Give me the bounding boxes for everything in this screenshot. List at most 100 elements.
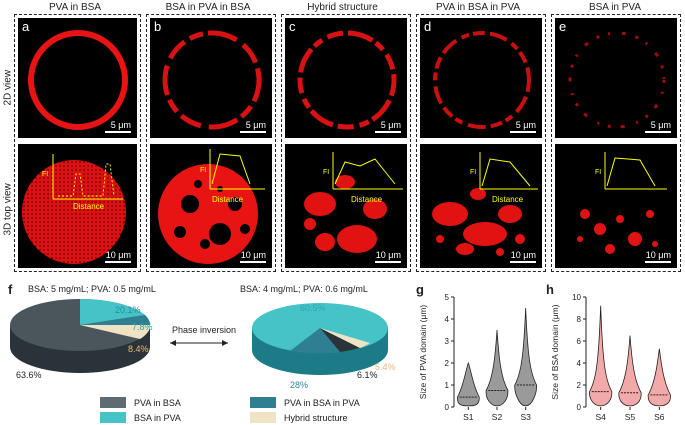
- g-violin-S2: [485, 329, 509, 407]
- ring-image-c: [297, 30, 397, 130]
- h-ytick-label-4: 8: [577, 315, 582, 324]
- droplet-image-e: FI: [577, 152, 667, 254]
- droplet-image-a: FI Distance: [22, 154, 126, 264]
- panel-c: [281, 14, 411, 272]
- scalebar-d-top: 5 μm: [510, 120, 536, 133]
- left-pct-2: 20.1%: [115, 305, 141, 315]
- droplet-image-c: Distance FI: [293, 152, 403, 268]
- left-pie-title: BSA: 5 mg/mL; PVA: 0.5 mg/mL: [28, 284, 156, 294]
- image-e-2d: e 5 μm: [555, 18, 677, 138]
- g-ytick-label-2: 2: [445, 359, 450, 368]
- g-ytick-label-0: 0: [445, 403, 450, 412]
- inset-ylabel-d: FI: [470, 169, 476, 176]
- left-pct-3: 7.8%: [132, 322, 153, 332]
- scalebar-b-top: 5 μm: [240, 120, 266, 133]
- label-b: b: [154, 19, 162, 34]
- col-title-c: Hybrid structure: [307, 2, 378, 13]
- h-xtick-label-S4: S4: [595, 412, 606, 422]
- image-a-3d: FI Distance 10 μm: [18, 144, 137, 268]
- label-a: a: [22, 19, 30, 34]
- scalebar-b-bottom: 10 μm: [240, 250, 266, 263]
- legend-hybrid: Hybrid structure: [250, 412, 348, 423]
- inset-ylabel-a: FI: [42, 171, 48, 178]
- g-xtick-label-S3: S3: [520, 412, 531, 422]
- h-ytick-label-2: 4: [577, 359, 582, 368]
- h-ylabel: Size of BSA domain (μm): [550, 304, 560, 399]
- legend-pva-in-bsa: PVA in BSA: [100, 397, 181, 408]
- g-ytick-label-3: 3: [445, 337, 450, 346]
- right-pct-4: 5.4%: [375, 362, 396, 372]
- left-pct-4: 8.4%: [128, 344, 149, 354]
- col-title-a: PVA in BSA: [48, 2, 102, 13]
- g-xtick-label-S1: S1: [463, 412, 474, 422]
- h-violin-S6: [647, 348, 671, 407]
- col-title-b: BSA in PVA in BSA: [165, 2, 251, 13]
- inset-xlabel-a: Distance: [73, 202, 105, 211]
- panel-a: [14, 14, 141, 272]
- panel-d: [416, 14, 546, 272]
- scalebar-a-top: 5 μm: [105, 120, 131, 133]
- g-ytick-label-4: 4: [445, 315, 450, 324]
- violin-chart-g: 0 1 2 3 4 5 Size of PVA domain (μm) S1 S2 S3: [418, 293, 537, 422]
- label-c: c: [289, 19, 296, 34]
- image-a-2d: a 5 μm: [18, 18, 137, 138]
- g-ytick-label-1: 1: [445, 381, 450, 390]
- label-d: d: [424, 19, 432, 34]
- scalebar-c-top: 5 μm: [375, 120, 401, 133]
- image-d-2d: d 5 μm: [420, 18, 542, 138]
- g-xtick-label-S2: S2: [492, 412, 503, 422]
- legend-pva-bsa-pva: PVA in BSA in PVA: [250, 397, 360, 408]
- droplet-image-b: Distance FI: [158, 149, 265, 264]
- h-ytick-label-1: 2: [577, 381, 582, 390]
- col-title-e: BSA in PVA: [588, 2, 642, 13]
- g-violin-S3: [514, 307, 537, 407]
- panel-label-f: f: [8, 282, 13, 297]
- g-ytick-label-5: 5: [445, 293, 450, 302]
- right-pie-title: BSA: 4 mg/mL; PVA: 0.6 mg/mL: [240, 284, 368, 294]
- inset-xlabel-b: Distance: [212, 195, 244, 204]
- h-violin-S4: [589, 305, 613, 407]
- scalebar-c-bottom: 10 μm: [375, 250, 401, 263]
- inset-xlabel-c: Distance: [351, 195, 383, 204]
- right-pct-3: 6.1%: [357, 370, 378, 380]
- image-c-2d: c 5 μm: [285, 18, 407, 138]
- inset-ylabel-e: FI: [595, 169, 601, 176]
- legend-bsa-in-pva: BSA in PVA: [100, 412, 181, 423]
- ring-image-b: [162, 30, 262, 130]
- h-ytick-label-0: 0: [577, 403, 582, 412]
- image-b-3d: Distance FI 10 μm: [150, 144, 272, 268]
- h-violin-S5: [618, 335, 642, 407]
- h-ytick-label-3: 6: [577, 337, 582, 346]
- scalebar-a-bottom: 10 μm: [105, 250, 131, 263]
- col-title-d: PVA in BSA in PVA: [435, 2, 521, 13]
- ring-image-d: [433, 31, 531, 129]
- right-pct-2: 28%: [290, 380, 309, 390]
- image-c-3d: Distance FI 10 μm: [285, 144, 407, 268]
- g-violin-S1: [457, 362, 480, 407]
- right-pct-1: 60.5%: [300, 303, 326, 313]
- scalebar-d-bottom: 10 μm: [510, 250, 536, 263]
- arrow-label: Phase inversion: [172, 325, 237, 335]
- panel-b: [146, 14, 276, 272]
- pie-charts: [10, 298, 388, 375]
- ring-image-a: [28, 30, 128, 130]
- h-xtick-label-S6: S6: [654, 412, 665, 422]
- inset-xlabel-d: Distance: [492, 195, 524, 204]
- h-xtick-label-S5: S5: [625, 412, 636, 422]
- left-pct-1: 63.6%: [16, 370, 42, 380]
- image-d-3d: Distance FI 10 μm: [420, 144, 542, 268]
- panel-label-g: g: [416, 282, 424, 297]
- row-label-3d: 3D top view: [2, 183, 14, 236]
- image-b-2d: b 5 μm: [150, 18, 272, 138]
- h-ytick-label-5: 10: [572, 293, 581, 302]
- inset-ylabel-b: FI: [200, 167, 206, 174]
- label-e: e: [559, 19, 567, 34]
- row-label-2d: 2D view: [2, 69, 14, 106]
- image-e-3d: FI 10 μm: [555, 144, 677, 268]
- droplet-image-d: Distance FI: [432, 152, 538, 256]
- ring-image-e: [568, 31, 666, 129]
- violin-chart-h: 0 2 4 6 8 10 Size of BSA domain (μm) S4 S5 S6: [550, 293, 671, 422]
- panel-e: [551, 14, 681, 272]
- g-ylabel: Size of PVA domain (μm): [418, 305, 428, 400]
- panel-label-h: h: [546, 282, 554, 297]
